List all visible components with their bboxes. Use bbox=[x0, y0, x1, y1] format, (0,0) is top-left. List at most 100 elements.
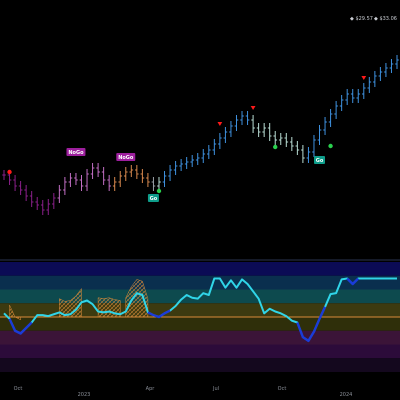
oscillator-line bbox=[3, 277, 397, 342]
price-bar bbox=[378, 67, 383, 81]
oscillator-panel bbox=[0, 262, 400, 372]
price-bar bbox=[350, 89, 355, 103]
price-bar bbox=[46, 199, 51, 215]
oscillator-zone bbox=[0, 317, 400, 331]
price-bar bbox=[63, 177, 67, 195]
price-bar bbox=[29, 191, 34, 207]
price-bar bbox=[2, 170, 6, 180]
price-bar bbox=[52, 193, 56, 209]
price-bar bbox=[135, 165, 139, 179]
oscillator-zone bbox=[0, 330, 400, 345]
price-bar bbox=[251, 115, 255, 133]
price-bar bbox=[129, 165, 134, 177]
price-bar bbox=[118, 171, 123, 187]
price-bar bbox=[201, 149, 206, 163]
price-bar bbox=[184, 157, 189, 169]
warning-triangle bbox=[217, 122, 223, 126]
close-price-label: ◆ $33.06 bbox=[374, 16, 397, 22]
signal-label: Go bbox=[316, 158, 324, 164]
price-bar bbox=[278, 133, 283, 145]
price-bar bbox=[195, 153, 200, 165]
signal-label: NoGo bbox=[68, 150, 84, 156]
price-bar bbox=[317, 125, 322, 145]
go-signal-badge: Go bbox=[314, 156, 326, 164]
price-bar bbox=[240, 111, 244, 125]
price-bar bbox=[13, 175, 17, 191]
price-bar bbox=[389, 59, 394, 73]
oscillator-hatch bbox=[125, 279, 149, 318]
price-bar bbox=[123, 167, 128, 181]
x-tick-label: 2023 bbox=[78, 392, 91, 398]
price-bar bbox=[190, 155, 194, 167]
price-bar bbox=[207, 145, 211, 159]
price-bar bbox=[295, 141, 300, 155]
price-header: ◆ $29.57 ◆ $33.06 bbox=[350, 16, 397, 22]
warning-triangle bbox=[250, 106, 256, 110]
oscillator-zone bbox=[0, 275, 400, 290]
price-bar bbox=[212, 139, 217, 155]
price-bar bbox=[223, 127, 228, 143]
x-tick-label: Oct bbox=[278, 386, 287, 392]
price-bar bbox=[168, 165, 172, 181]
price-bar bbox=[101, 167, 106, 185]
price-bar bbox=[68, 173, 73, 187]
warning-triangle bbox=[361, 76, 367, 80]
price-bar bbox=[146, 173, 150, 187]
price-bar bbox=[356, 89, 361, 103]
price-bar bbox=[301, 145, 305, 163]
high-price-label: ◆ $29.57 bbox=[350, 16, 373, 22]
price-bar bbox=[256, 123, 261, 137]
price-bar bbox=[35, 197, 40, 210]
oscillator-zone bbox=[0, 344, 400, 359]
price-bar bbox=[234, 115, 239, 131]
price-bar bbox=[85, 169, 89, 191]
price-bar bbox=[79, 175, 84, 191]
price-bar bbox=[157, 177, 161, 191]
price-panel: NoGo NoGo Go Go bbox=[2, 55, 399, 215]
price-bar bbox=[179, 159, 183, 171]
price-bar bbox=[57, 185, 62, 203]
price-bar bbox=[140, 169, 145, 183]
price-bar bbox=[367, 77, 372, 93]
price-bar bbox=[323, 117, 327, 135]
price-bar bbox=[107, 175, 111, 191]
price-bar bbox=[345, 89, 349, 105]
oscillator-zone bbox=[0, 358, 400, 372]
oscillator-zone bbox=[0, 262, 400, 276]
oscillator-negative-segment bbox=[147, 309, 171, 319]
price-bar bbox=[339, 95, 344, 111]
price-bar bbox=[312, 135, 316, 157]
price-bar bbox=[306, 147, 311, 163]
price-bar bbox=[395, 55, 399, 69]
price-bar bbox=[151, 177, 156, 191]
price-bar bbox=[90, 163, 95, 179]
price-bar bbox=[218, 133, 222, 149]
x-tick-label: 2024 bbox=[340, 392, 353, 398]
price-bar bbox=[334, 101, 338, 119]
signal-label: NoGo bbox=[118, 155, 134, 161]
price-bar bbox=[245, 111, 250, 125]
oscillator-negative-segment bbox=[8, 318, 33, 335]
price-bar bbox=[173, 161, 178, 175]
price-bar bbox=[74, 173, 78, 185]
price-bar bbox=[373, 71, 377, 87]
price-bar bbox=[328, 109, 333, 127]
price-bar bbox=[162, 171, 167, 187]
x-tick-label: Jul bbox=[212, 386, 219, 392]
price-bar bbox=[361, 83, 366, 99]
price-bar bbox=[40, 200, 45, 215]
price-bar bbox=[273, 131, 278, 145]
nogo-signal-badge: NoGo bbox=[116, 153, 136, 161]
price-bar bbox=[284, 133, 289, 147]
price-bar bbox=[290, 137, 294, 151]
go-signal-badge: Go bbox=[147, 194, 159, 202]
signal-dot bbox=[328, 143, 333, 149]
price-bar bbox=[384, 63, 388, 77]
price-bar bbox=[267, 123, 272, 141]
price-bar bbox=[229, 121, 233, 137]
signal-label: Go bbox=[150, 196, 158, 202]
price-bar bbox=[24, 185, 28, 201]
signal-dot bbox=[156, 188, 162, 194]
price-bar bbox=[262, 123, 266, 137]
